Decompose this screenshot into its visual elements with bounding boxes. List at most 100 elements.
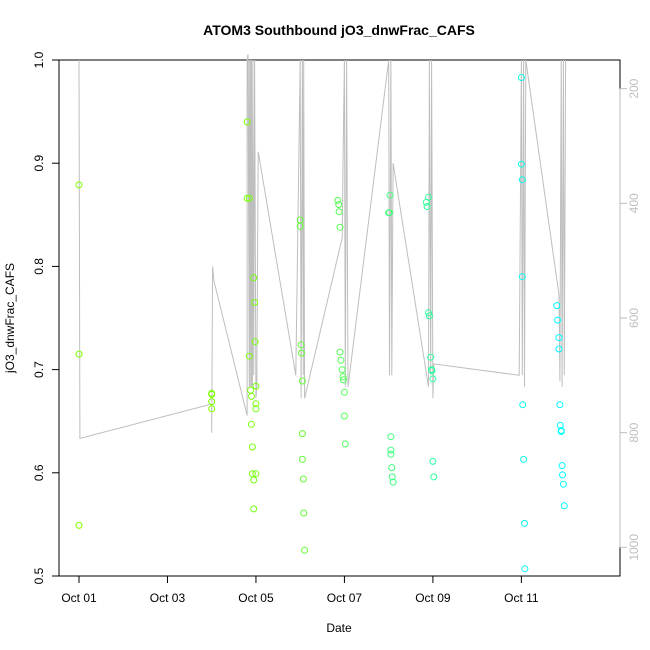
data-point: [518, 176, 526, 184]
data-point: [252, 382, 260, 390]
data-point: [389, 478, 397, 486]
data-point: [555, 345, 563, 353]
data-point: [339, 373, 347, 381]
data-point: [75, 350, 83, 358]
right-tick-label: 600: [627, 308, 641, 328]
right-tick-label: 400: [627, 193, 641, 213]
data-point: [518, 273, 526, 281]
data-point: [245, 352, 253, 360]
data-point: [338, 366, 346, 374]
data-point: [243, 118, 251, 126]
data-point: [251, 338, 259, 346]
data-point: [250, 476, 258, 484]
data-point: [337, 356, 345, 364]
x-tick-label: Oct 01: [61, 591, 97, 605]
data-point: [245, 194, 253, 202]
data-point: [298, 377, 306, 385]
x-tick-label: Oct 05: [238, 591, 274, 605]
data-point: [521, 519, 528, 527]
x-tick-label: Oct 03: [150, 591, 186, 605]
data-point: [334, 196, 342, 204]
y-tick-label: 0.9: [32, 155, 46, 172]
data-point: [208, 405, 216, 413]
data-point: [208, 390, 216, 398]
data-point: [430, 473, 438, 481]
data-point: [423, 203, 431, 210]
data-point: [425, 309, 432, 317]
x-tick-label: Oct 11: [504, 591, 539, 605]
x-axis: Oct 01 Oct 03 Oct 05 Oct 07 Oct 09 Oct 11: [61, 575, 539, 605]
data-point: [248, 420, 255, 428]
data-point: [252, 470, 260, 478]
data-point: [296, 222, 304, 230]
data-point: [387, 446, 395, 454]
y-tick-label: 1.0: [32, 51, 46, 68]
data-point: [335, 201, 343, 208]
data-points-layer: [75, 74, 568, 573]
data-point: [553, 302, 561, 310]
right-tick-label: 200: [627, 78, 641, 98]
y-tick-label: 0.5: [32, 567, 46, 584]
y-tick-label: 0.7: [32, 361, 46, 378]
data-point: [298, 455, 306, 463]
data-point: [386, 209, 393, 217]
data-point: [247, 386, 255, 394]
x-tick-label: Oct 07: [327, 591, 363, 605]
data-point: [521, 565, 529, 573]
data-point: [559, 480, 567, 488]
data-point: [298, 430, 306, 438]
data-point: [251, 299, 259, 306]
data-point: [336, 348, 344, 356]
data-point: [559, 471, 566, 479]
data-point: [75, 521, 83, 529]
data-point: [340, 412, 348, 420]
data-point: [252, 405, 260, 413]
data-point: [248, 443, 256, 451]
y-axis-label: jO3_dnwFrac_CAFS: [3, 263, 17, 374]
chart-title: ATOM3 Southbound jO3_dnwFrac_CAFS: [203, 22, 475, 38]
x-axis-label: Date: [326, 621, 352, 635]
data-point: [250, 274, 258, 282]
data-point: [519, 401, 527, 409]
data-point: [301, 546, 309, 554]
data-point: [243, 194, 251, 202]
right-tick-label: 800: [627, 422, 641, 442]
data-point: [387, 450, 395, 458]
data-point: [520, 455, 528, 463]
data-point: [429, 375, 437, 383]
data-point: [299, 475, 307, 483]
data-point: [335, 208, 343, 216]
data-point: [517, 160, 525, 168]
data-point: [208, 398, 216, 406]
x-tick-label: Oct 09: [415, 591, 451, 605]
data-point: [387, 433, 395, 441]
altitude-series-line: [78, 54, 567, 440]
data-point: [560, 502, 568, 510]
data-point: [425, 193, 432, 201]
data-point: [427, 353, 435, 361]
data-point: [250, 505, 258, 513]
data-point: [252, 400, 260, 408]
data-point: [297, 341, 305, 349]
data-point: [557, 428, 565, 435]
data-point: [429, 457, 437, 465]
data-point: [300, 509, 308, 517]
altitude-line-layer: [78, 54, 567, 440]
data-point: [388, 473, 396, 481]
plot-frame: [58, 59, 621, 577]
data-point: [554, 316, 562, 324]
y-tick-label: 0.6: [32, 464, 46, 481]
data-point: [340, 388, 348, 396]
data-point: [556, 401, 564, 409]
data-point: [336, 223, 344, 231]
data-point: [555, 334, 563, 342]
data-point: [386, 191, 394, 199]
right-tick-label: 1000: [627, 534, 641, 561]
data-point: [517, 74, 525, 81]
data-point: [298, 349, 305, 357]
data-point: [75, 181, 83, 189]
data-point: [248, 392, 255, 400]
right-y-axis: 200 400 600 800 1000: [619, 78, 641, 561]
data-point: [341, 440, 349, 448]
